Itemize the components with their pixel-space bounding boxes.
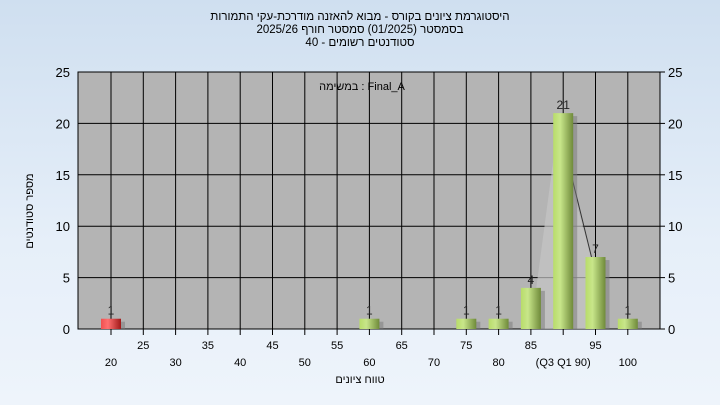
bar-value-label: 1 [495,304,502,318]
bar [520,287,541,329]
y-tick-label-right: 15 [668,168,682,183]
x-tick-label: 35 [202,340,214,352]
x-tick-label: 60 [363,357,375,369]
y-tick-label-right: 20 [668,116,682,131]
x-tick-label: 70 [428,357,440,369]
y-tick-label-left: 10 [56,219,70,234]
bar [553,113,574,330]
bar-value-label: 1 [108,304,115,318]
bar-value-label: 1 [366,304,373,318]
y-tick-label-left: 20 [56,116,70,131]
chart-title-line-2: בסמסטר (01/2025) סמסטר חורף 2025/26 [256,24,464,36]
bar [585,257,606,329]
y-tick-label-left: 15 [56,168,70,183]
chart-subtitle: במשימה : Final_A [319,81,405,93]
chart-title-line-3: סטודנטים רשומים - 40 [305,37,415,49]
bar [456,318,477,329]
y-tick-label-right: 5 [668,271,675,286]
x-tick-label: 55 [331,340,343,352]
y-tick-label-left: 5 [63,271,70,286]
x-tick-label: 40 [234,357,246,369]
bar [359,318,380,329]
x-tick-label: 100 [619,357,637,369]
x-tick-label: 80 [492,357,504,369]
x-tick-label: 65 [396,340,408,352]
x-tick-label: (Q3 Q1 90) [536,357,591,369]
x-tick-label: 30 [169,357,181,369]
bar-value-label: 4 [528,273,535,287]
chart-title-line-1: היסטוגרמת ציונים בקורס - מבוא להאזנה מוד… [210,11,510,23]
y-tick-label-right: 0 [668,322,675,337]
y-tick-label-left: 25 [56,65,70,80]
x-tick-label: 85 [525,340,537,352]
y-tick-label-right: 10 [668,219,682,234]
x-tick-label: 20 [105,357,117,369]
bar [101,318,121,329]
x-tick-label: 45 [266,340,278,352]
y-tick-label-left: 0 [63,322,70,337]
y-tick-label-right: 25 [668,65,682,80]
x-axis-label: טווח ציונים [335,374,385,386]
bar-value-label: 1 [463,304,470,318]
bar-value-label: 1 [624,304,631,318]
bar [488,318,509,329]
x-tick-label: 50 [299,357,311,369]
x-tick-label: 25 [137,340,149,352]
y-axis-label: מספר סטודנטים [24,173,36,249]
x-tick-label: 95 [589,340,601,352]
bar-value-label: 7 [592,242,599,256]
bar [617,318,638,329]
x-tick-label: 75 [460,340,472,352]
bar-value-label: 21 [557,98,571,112]
